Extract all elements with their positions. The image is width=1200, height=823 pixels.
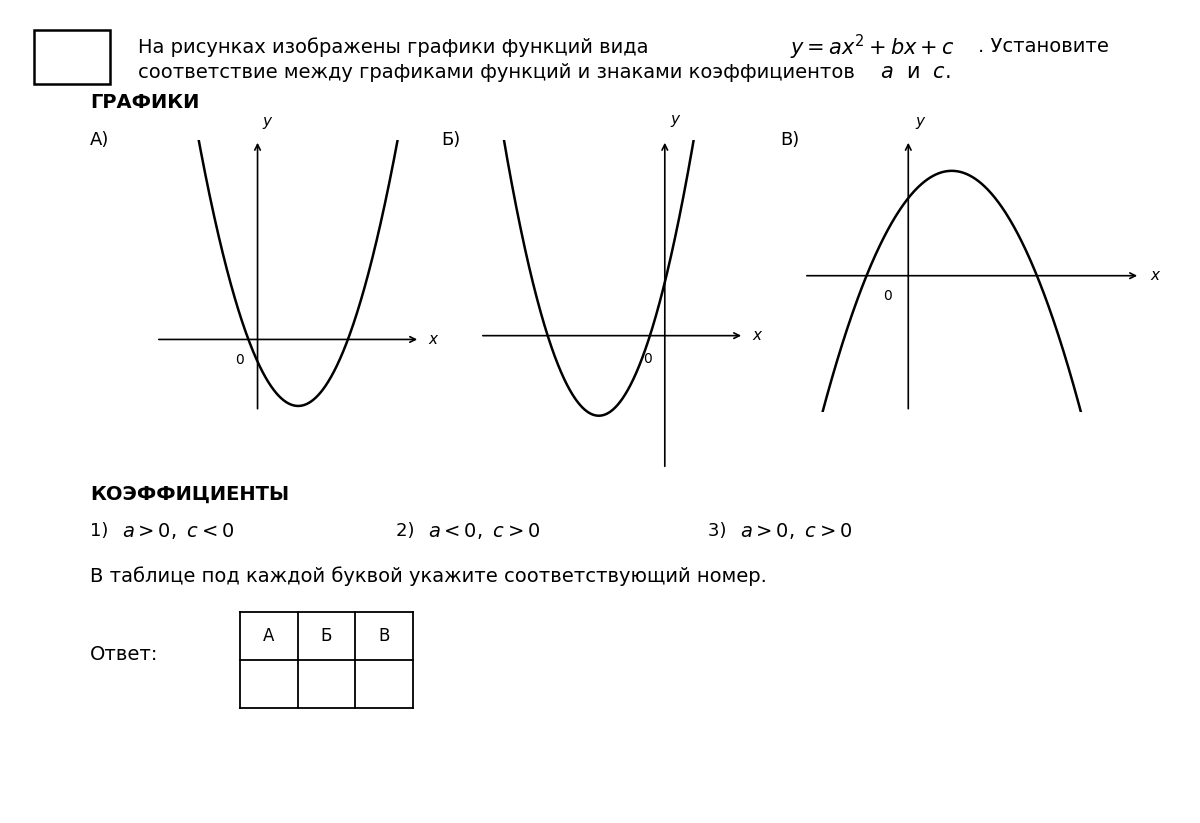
Text: 11: 11 <box>55 44 89 69</box>
Text: $a$  и  $c$.: $a$ и $c$. <box>880 63 950 82</box>
Text: В: В <box>378 627 390 645</box>
Text: А): А) <box>90 131 109 149</box>
Text: 0: 0 <box>235 353 245 367</box>
Text: Ответ:: Ответ: <box>90 644 158 664</box>
Text: КОЭФФИЦИЕНТЫ: КОЭФФИЦИЕНТЫ <box>90 484 289 504</box>
Text: Б: Б <box>320 627 332 645</box>
Text: 0: 0 <box>883 290 892 304</box>
Text: 1): 1) <box>90 522 120 540</box>
Text: 3): 3) <box>708 522 738 540</box>
Text: ГРАФИКИ: ГРАФИКИ <box>90 92 199 112</box>
Text: В таблице под каждой буквой укажите соответствующий номер.: В таблице под каждой буквой укажите соот… <box>90 566 767 586</box>
Text: y: y <box>263 114 272 129</box>
Text: 0: 0 <box>643 352 652 366</box>
Text: . Установите: . Установите <box>978 37 1109 57</box>
Text: x: x <box>428 332 437 347</box>
Text: Б): Б) <box>442 131 461 149</box>
Text: x: x <box>752 328 761 343</box>
Text: 2): 2) <box>396 522 426 540</box>
Text: В): В) <box>780 131 799 149</box>
Text: y: y <box>670 112 679 127</box>
Text: x: x <box>1150 268 1159 283</box>
Text: На рисунках изображены графики функций вида: На рисунках изображены графики функций в… <box>138 37 661 57</box>
Text: А: А <box>263 627 275 645</box>
Text: $a > 0,\ c > 0$: $a > 0,\ c > 0$ <box>740 521 853 541</box>
Text: $y = ax^2 + bx + c$: $y = ax^2 + bx + c$ <box>790 32 954 62</box>
Text: y: y <box>914 114 924 129</box>
Text: соответствие между графиками функций и знаками коэффициентов: соответствие между графиками функций и з… <box>138 63 868 82</box>
FancyBboxPatch shape <box>34 30 110 84</box>
Text: $a > 0,\ c < 0$: $a > 0,\ c < 0$ <box>122 521 235 541</box>
Text: $a < 0,\ c > 0$: $a < 0,\ c > 0$ <box>428 521 541 541</box>
